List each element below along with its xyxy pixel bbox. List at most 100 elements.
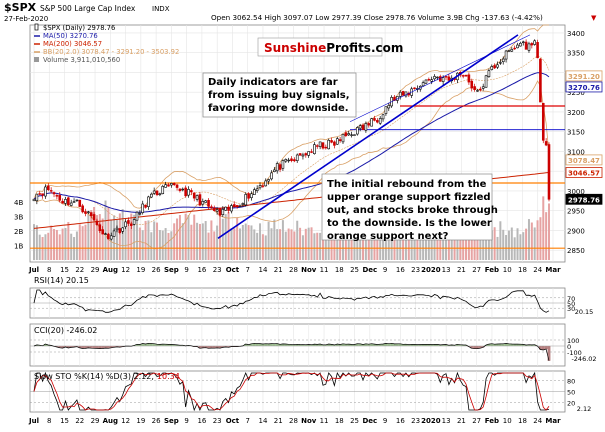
x-label-top-22: Dec [362, 266, 377, 274]
cci-fill [98, 346, 101, 349]
volume-bar [494, 227, 496, 260]
x-label-top-32: 18 [518, 266, 527, 274]
candle-body [414, 88, 416, 89]
x-label-bottom-33: 24 [533, 417, 542, 425]
candle-body [285, 159, 287, 161]
cci-tag: -246.02 [571, 355, 596, 363]
candle-body [159, 194, 161, 195]
candle-body [142, 204, 144, 213]
candle-body [236, 205, 238, 206]
x-label-bottom-7: 19 [136, 417, 145, 425]
candle-body [436, 77, 438, 78]
volume-bar [170, 231, 172, 260]
volume-bar [167, 233, 169, 260]
x-label-top-33: 24 [533, 266, 542, 274]
volume-bar [205, 221, 207, 260]
candle-body [345, 133, 347, 136]
candle-body [290, 159, 292, 161]
volume-bar [76, 232, 78, 260]
candle-body [273, 170, 275, 172]
x-label-bottom-10: 9 [184, 417, 188, 425]
candle-body [36, 194, 38, 201]
candle-body [402, 91, 404, 95]
candle-body [205, 201, 207, 203]
candle-body [336, 139, 338, 145]
candle-body [476, 90, 478, 91]
volume-bar [173, 223, 175, 260]
volume-bar [190, 225, 192, 260]
candle-body [230, 206, 232, 211]
candle-body [53, 192, 55, 193]
exchange: INDX [152, 5, 170, 13]
volume-bar [87, 213, 89, 260]
candle-body [356, 127, 358, 134]
volume-bar [233, 228, 235, 260]
candle-body [373, 118, 375, 120]
candle-body [228, 207, 230, 210]
volume-bar [545, 212, 547, 260]
volume-bar [517, 228, 519, 260]
price-tag-1: 3270.76 [568, 84, 600, 92]
candle-body [288, 160, 290, 161]
x-label-top-4: 29 [91, 266, 100, 274]
volume-bar [313, 233, 315, 260]
candle-body [122, 228, 124, 231]
candle-body [170, 183, 172, 185]
x-label-bottom-2: 15 [60, 417, 69, 425]
candle-body [445, 76, 447, 77]
volume-bar [193, 215, 195, 260]
candle-body [431, 80, 433, 82]
candle-body [153, 191, 155, 193]
candle-body [496, 65, 498, 67]
candle-body [293, 160, 295, 161]
volume-bar [156, 223, 158, 260]
legend-label-1: MA(50) 3270.76 [43, 32, 98, 40]
candle-body [422, 83, 424, 86]
candle-body [439, 77, 441, 82]
volume-bar [159, 230, 161, 260]
x-label-top-19: 11 [320, 266, 329, 274]
volume-bar [199, 224, 201, 260]
volume-bar [299, 228, 301, 260]
candle-body [250, 194, 252, 198]
candle-body [147, 197, 149, 207]
x-label-bottom-25: 23 [411, 417, 420, 425]
x-label-bottom-26: 2020 [421, 417, 441, 425]
volume-bar [59, 234, 61, 260]
candle-body [311, 152, 313, 153]
sto-tick-1: 50 [567, 389, 575, 397]
volume-bar [228, 212, 230, 260]
x-label-top-29: 27 [472, 266, 481, 274]
x-label-top-5: Aug [103, 266, 118, 274]
candle-body [145, 205, 147, 207]
candle-body [90, 213, 92, 216]
price-tag-0: 3291.20 [568, 73, 600, 81]
candle-body [127, 221, 129, 224]
legend-box-4 [34, 57, 39, 62]
candle-body [388, 105, 390, 108]
candle-body [474, 87, 476, 90]
candle-body [79, 200, 81, 206]
watermark-brand-b: Profits [326, 41, 371, 55]
watermark-brand-c: .com [371, 41, 403, 55]
legend-label-3: BB(20,2.0) 3078.47 - 3291.20 - 3503.92 [43, 48, 179, 56]
x-label-top-7: 19 [136, 266, 145, 274]
volume-bar [525, 229, 527, 260]
candle-body [239, 206, 241, 207]
volume-bar [285, 232, 287, 260]
candle-body [219, 208, 221, 215]
candle-body [517, 45, 519, 48]
price-tick-label-9: 2950 [567, 208, 585, 216]
candle-body [213, 208, 215, 211]
candle-body [176, 185, 178, 188]
x-label-bottom-12: 23 [213, 417, 222, 425]
x-label-top-23: 9 [383, 266, 387, 274]
volume-tick-label-1: 3B [14, 214, 23, 222]
volume-bar [308, 228, 310, 260]
volume-bar [113, 215, 115, 260]
price-tick-label-0: 3400 [567, 30, 585, 38]
candle-body [299, 153, 301, 155]
candle-body [73, 202, 75, 203]
x-label-bottom-14: 7 [245, 417, 249, 425]
